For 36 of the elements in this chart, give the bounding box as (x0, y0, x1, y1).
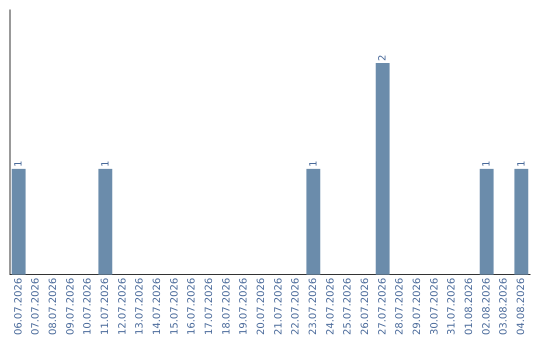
x-tick-label: 08.07.2026 (48, 278, 59, 336)
x-tick-label: 23.07.2026 (308, 278, 319, 336)
x-tick-label: 29.07.2026 (412, 278, 423, 336)
x-tick-label: 25.07.2026 (342, 278, 354, 336)
x-tick-label: 31.07.2026 (446, 278, 458, 336)
x-tick-label: 27.07.2026 (377, 278, 388, 336)
x-tick-label: 28.07.2026 (394, 278, 406, 336)
data-label: 1 (100, 160, 112, 167)
x-tick-label: 14.07.2026 (152, 278, 163, 336)
x-tick-label: 01.08.2026 (464, 278, 475, 336)
x-tick-label: 19.07.2026 (238, 278, 250, 336)
data-label: 1 (482, 160, 493, 167)
x-tick-label: 26.07.2026 (360, 278, 371, 336)
x-tick-label: 07.07.2026 (30, 278, 42, 336)
x-tick-label: 22.07.2026 (290, 278, 302, 336)
x-tick-label: 16.07.2026 (186, 278, 198, 336)
x-tick-label: 15.07.2026 (169, 278, 180, 336)
x-tick-label: 02.08.2026 (481, 278, 492, 336)
x-tick-label: 21.07.2026 (273, 278, 284, 336)
x-tick-label: 03.08.2026 (498, 278, 510, 336)
data-label: 1 (308, 160, 320, 167)
x-tick-label: 11.07.2026 (100, 278, 111, 336)
x-tick-label: 09.07.2026 (65, 278, 76, 336)
data-label: 1 (14, 160, 25, 167)
x-tick-label: 04.08.2026 (516, 278, 527, 336)
data-label: 1 (516, 160, 528, 167)
x-tick-label: 10.07.2026 (82, 278, 94, 336)
x-tick-label: 17.07.2026 (204, 278, 215, 336)
x-tick-label: 18.07.2026 (221, 278, 232, 336)
x-tick-label: 20.07.2026 (256, 278, 267, 336)
x-tick-label: 30.07.2026 (429, 278, 440, 336)
data-label: 2 (378, 54, 389, 61)
x-tick-label: 24.07.2026 (325, 278, 336, 336)
x-tick-label: 06.07.2026 (13, 278, 24, 336)
x-tick-label: 13.07.2026 (134, 278, 146, 336)
x-tick-label: 12.07.2026 (117, 278, 128, 336)
